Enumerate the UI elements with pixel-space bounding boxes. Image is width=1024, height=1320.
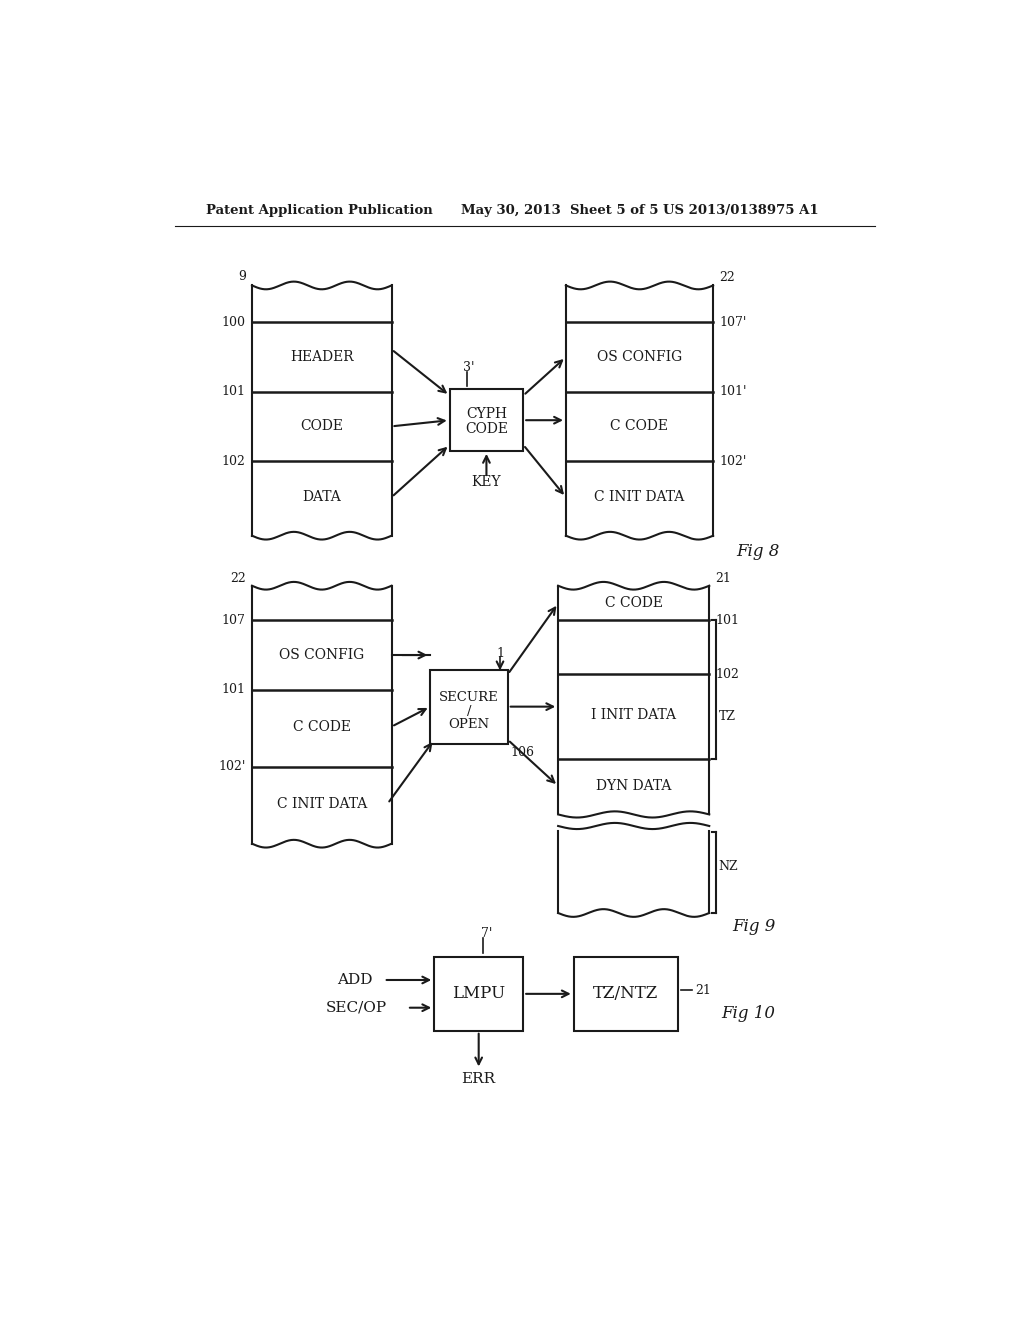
Text: Fig 9: Fig 9 — [732, 919, 776, 936]
Bar — [573, 957, 678, 1031]
Text: NZ: NZ — [719, 861, 738, 874]
Text: ADD: ADD — [337, 973, 373, 987]
Text: SEC/OP: SEC/OP — [326, 1001, 387, 1015]
Bar — [430, 671, 508, 743]
Text: I INIT DATA: I INIT DATA — [591, 708, 676, 722]
Bar — [434, 957, 523, 1031]
Text: C INIT DATA: C INIT DATA — [276, 797, 367, 810]
Text: C CODE: C CODE — [293, 719, 351, 734]
Text: OS CONFIG: OS CONFIG — [597, 350, 682, 364]
Text: C INIT DATA: C INIT DATA — [594, 490, 685, 504]
Text: Fig 8: Fig 8 — [736, 543, 779, 560]
Text: SECURE: SECURE — [439, 690, 499, 704]
Text: 107': 107' — [719, 315, 746, 329]
Text: DATA: DATA — [302, 490, 341, 504]
Text: 106: 106 — [510, 746, 535, 759]
Text: ERR: ERR — [462, 1072, 496, 1085]
Text: CODE: CODE — [465, 422, 508, 437]
Text: C CODE: C CODE — [610, 420, 669, 433]
Text: CODE: CODE — [300, 420, 343, 433]
Text: 101: 101 — [222, 385, 246, 399]
Text: 101: 101 — [716, 614, 739, 627]
Text: 102: 102 — [716, 668, 739, 681]
Text: CYPH: CYPH — [466, 407, 507, 421]
Text: 22: 22 — [719, 271, 735, 284]
Text: OS CONFIG: OS CONFIG — [280, 648, 365, 663]
Text: 1: 1 — [496, 647, 504, 660]
Text: LMPU: LMPU — [453, 985, 505, 1002]
Text: TZ: TZ — [719, 710, 735, 723]
Text: C CODE: C CODE — [605, 597, 663, 610]
Text: 9: 9 — [238, 269, 246, 282]
Text: KEY: KEY — [472, 475, 502, 488]
Text: HEADER: HEADER — [290, 350, 353, 364]
Text: 101: 101 — [222, 684, 246, 696]
Text: OPEN: OPEN — [449, 718, 489, 731]
Text: 7': 7' — [480, 927, 493, 940]
Text: 102': 102' — [719, 454, 746, 467]
Text: 100: 100 — [222, 315, 246, 329]
Text: 101': 101' — [719, 385, 746, 399]
Text: /: / — [467, 705, 471, 718]
Text: 21: 21 — [695, 983, 712, 997]
Text: DYN DATA: DYN DATA — [596, 779, 672, 793]
Text: 3': 3' — [463, 362, 475, 375]
Text: TZ/NTZ: TZ/NTZ — [593, 985, 658, 1002]
Bar — [450, 389, 523, 451]
Text: May 30, 2013  Sheet 5 of 5: May 30, 2013 Sheet 5 of 5 — [461, 205, 658, 218]
Text: 102: 102 — [222, 454, 246, 467]
Text: 107: 107 — [222, 614, 246, 627]
Text: 22: 22 — [230, 572, 246, 585]
Text: 21: 21 — [716, 572, 731, 585]
Text: 102': 102' — [218, 760, 246, 774]
Text: Patent Application Publication: Patent Application Publication — [206, 205, 432, 218]
Text: US 2013/0138975 A1: US 2013/0138975 A1 — [663, 205, 818, 218]
Text: Fig 10: Fig 10 — [721, 1005, 775, 1022]
